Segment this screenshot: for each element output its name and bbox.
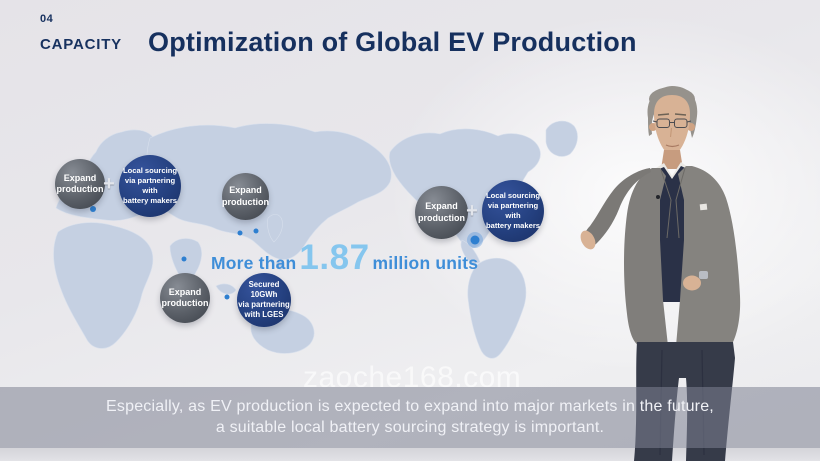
presenter-face xyxy=(654,95,690,155)
page-title: Optimization of Global EV Production xyxy=(148,27,637,57)
marker-korea xyxy=(237,230,243,236)
highlight-prefix: More than xyxy=(211,253,297,273)
badge-na-sourcing: Local sourcing via partnering with batte… xyxy=(482,180,544,242)
marker-japan xyxy=(253,228,259,234)
map-asia xyxy=(146,123,392,260)
map-japan xyxy=(267,214,283,243)
marker-asean xyxy=(224,294,230,300)
map-location-markers xyxy=(90,206,483,300)
highlight-value: 1.87 xyxy=(299,238,370,277)
badge-europe-expand: Expand production xyxy=(55,159,105,209)
caption-line-1: Especially, as EV production is expected… xyxy=(106,398,714,415)
map-africa xyxy=(53,222,154,349)
header-section: CAPACITY xyxy=(40,36,122,53)
map-greenland xyxy=(545,120,578,157)
caption-line-2: a suitable local battery sourcing strate… xyxy=(215,419,605,436)
marker-india xyxy=(181,256,187,262)
badge-korea-expand: Expand production xyxy=(222,173,269,220)
map-central-america xyxy=(460,239,481,264)
map-south-america xyxy=(467,257,527,359)
map-philippines xyxy=(275,259,285,270)
map-indonesia xyxy=(215,283,237,295)
header-number: 04 xyxy=(40,13,54,25)
badge-india-expand: Expand production xyxy=(160,273,210,323)
glasses xyxy=(652,118,692,128)
caption-bar: Especially, as EV production is expected… xyxy=(0,387,820,448)
presenter-jacket xyxy=(624,168,668,346)
marker-north-america xyxy=(470,235,480,245)
plus-icon: + xyxy=(103,173,115,195)
badge-na-expand: Expand production xyxy=(415,186,468,239)
plus-icon: + xyxy=(466,200,478,222)
badge-asean-secured: Secured 10GWh via partnering with LGES xyxy=(237,273,291,327)
badge-europe-sourcing: Local sourcing via partnering with batte… xyxy=(119,155,181,217)
units-highlight: More than 1.87 million units xyxy=(211,238,478,278)
floor xyxy=(0,448,820,461)
marker-europe xyxy=(90,206,96,212)
highlight-suffix: million units xyxy=(372,253,479,273)
